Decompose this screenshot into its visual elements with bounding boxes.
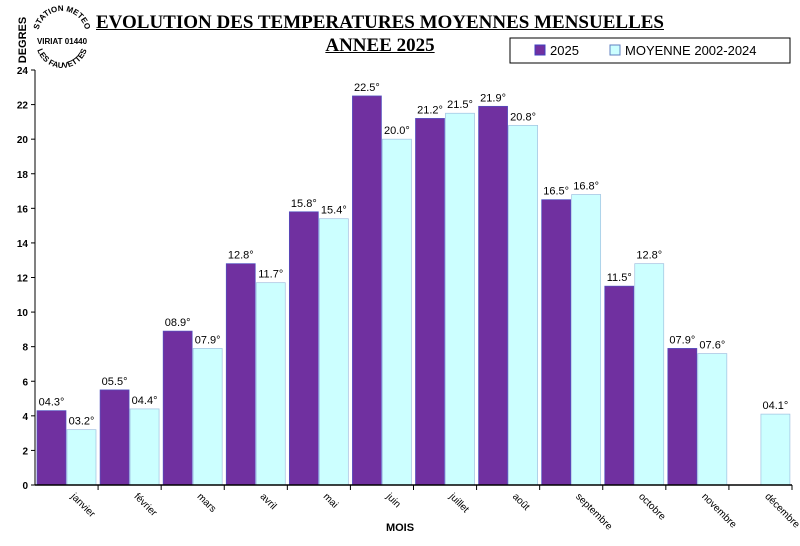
data-label: 16.8° (573, 181, 599, 193)
svg-text:LES FAUVETTES: LES FAUVETTES (35, 47, 89, 71)
bar-moyenne (192, 348, 223, 486)
bar-moyenne (129, 408, 160, 486)
data-label: 15.4° (321, 205, 347, 217)
y-tick-label: 4 (22, 412, 28, 423)
bar-moyenne (318, 218, 349, 486)
legend-box (509, 37, 791, 64)
y-tick-label: 24 (17, 66, 29, 77)
svg-text:STATION METEO: STATION METEO (32, 4, 92, 31)
bar-2025 (225, 263, 256, 486)
bar-moyenne (445, 112, 475, 486)
x-axis-label: MOIS (386, 522, 414, 534)
x-tick-label: juin (383, 491, 403, 511)
x-tick-label: mai (321, 491, 340, 510)
data-label: 07.9° (669, 334, 695, 346)
y-tick-label: 8 (22, 343, 28, 354)
data-label: 04.4° (132, 395, 158, 407)
bar-2025 (36, 410, 67, 486)
bar-2025 (162, 330, 193, 486)
stamp-line2: VIRIAT 01440 (37, 37, 88, 46)
y-tick-label: 14 (17, 239, 29, 250)
data-label: 12.8° (228, 250, 254, 262)
legend-label-moyenne: MOYENNE 2002-2024 (625, 43, 757, 58)
y-tick-label: 22 (17, 101, 29, 112)
legend-label-2025: 2025 (550, 43, 579, 58)
data-label: 08.9° (165, 317, 191, 329)
data-label: 04.1° (763, 400, 789, 412)
y-tick-label: 18 (17, 170, 29, 181)
bar-moyenne (508, 124, 538, 486)
legend-swatch-moyenne (609, 44, 621, 56)
x-tick-label: avril (258, 491, 279, 512)
data-label: 21.2° (417, 104, 443, 116)
data-label: 21.9° (480, 92, 506, 104)
x-tick-label: mars (195, 491, 219, 515)
bar-2025 (288, 211, 319, 486)
y-tick-label: 12 (17, 274, 29, 285)
y-tick-label: 16 (17, 204, 29, 215)
bar-2025 (478, 105, 508, 486)
chart-title: EVOLUTION DES TEMPERATURES MOYENNES MENS… (96, 12, 664, 33)
stamp-line1: STATION METEO (32, 4, 92, 31)
bar-2025 (99, 389, 130, 486)
data-label: 20.8° (510, 111, 536, 123)
bar-2025 (352, 95, 382, 486)
x-tick-label: novembre (699, 491, 739, 531)
y-tick-label: 6 (22, 377, 28, 388)
y-tick-label: 2 (22, 446, 28, 457)
x-tick-label: août (510, 491, 532, 513)
y-tick-label: 0 (22, 481, 28, 492)
x-tick-label: janvier (68, 491, 98, 521)
bar-moyenne (382, 138, 412, 486)
bar-2025 (667, 348, 698, 486)
bar-moyenne (760, 413, 791, 486)
legend: 2025 MOYENNE 2002-2024 (509, 37, 791, 64)
bar-moyenne (66, 429, 97, 486)
data-label: 07.9° (195, 334, 221, 346)
bar-2025 (604, 285, 635, 486)
data-label: 04.3° (39, 397, 65, 409)
chart-subtitle: ANNEE 2025 (325, 35, 435, 56)
data-label: 15.8° (291, 198, 317, 210)
y-tick-label: 10 (17, 308, 29, 319)
bar-2025 (415, 118, 445, 486)
bar-moyenne (255, 282, 286, 486)
data-label: 16.5° (543, 186, 569, 198)
stamp-line3: LES FAUVETTES (35, 47, 89, 71)
data-label: 07.6° (699, 340, 725, 352)
x-tick-label: octobre (636, 491, 668, 523)
data-label: 03.2° (69, 416, 95, 428)
y-tick-label: 20 (17, 135, 29, 146)
bar-2025 (541, 199, 572, 486)
bar-moyenne (634, 263, 665, 486)
bar-moyenne (571, 194, 602, 486)
x-tick-label: février (132, 491, 160, 519)
x-tick-label: décembre (762, 491, 800, 531)
bar-moyenne (697, 353, 728, 486)
data-label: 12.8° (636, 250, 662, 262)
x-tick-label: juillet (446, 491, 471, 516)
x-tick-label: septembre (573, 491, 614, 532)
data-label: 22.5° (354, 82, 380, 94)
y-axis-label: DEGRES (17, 17, 29, 63)
station-stamp: STATION METEO VIRIAT 01440 LES FAUVETTES (32, 4, 92, 70)
data-label: 11.5° (607, 272, 632, 284)
data-label: 21.5° (447, 99, 473, 111)
data-label: 11.7° (258, 269, 283, 281)
data-label: 05.5° (102, 376, 128, 388)
data-label: 20.0° (384, 125, 410, 137)
legend-swatch-2025 (534, 44, 546, 56)
